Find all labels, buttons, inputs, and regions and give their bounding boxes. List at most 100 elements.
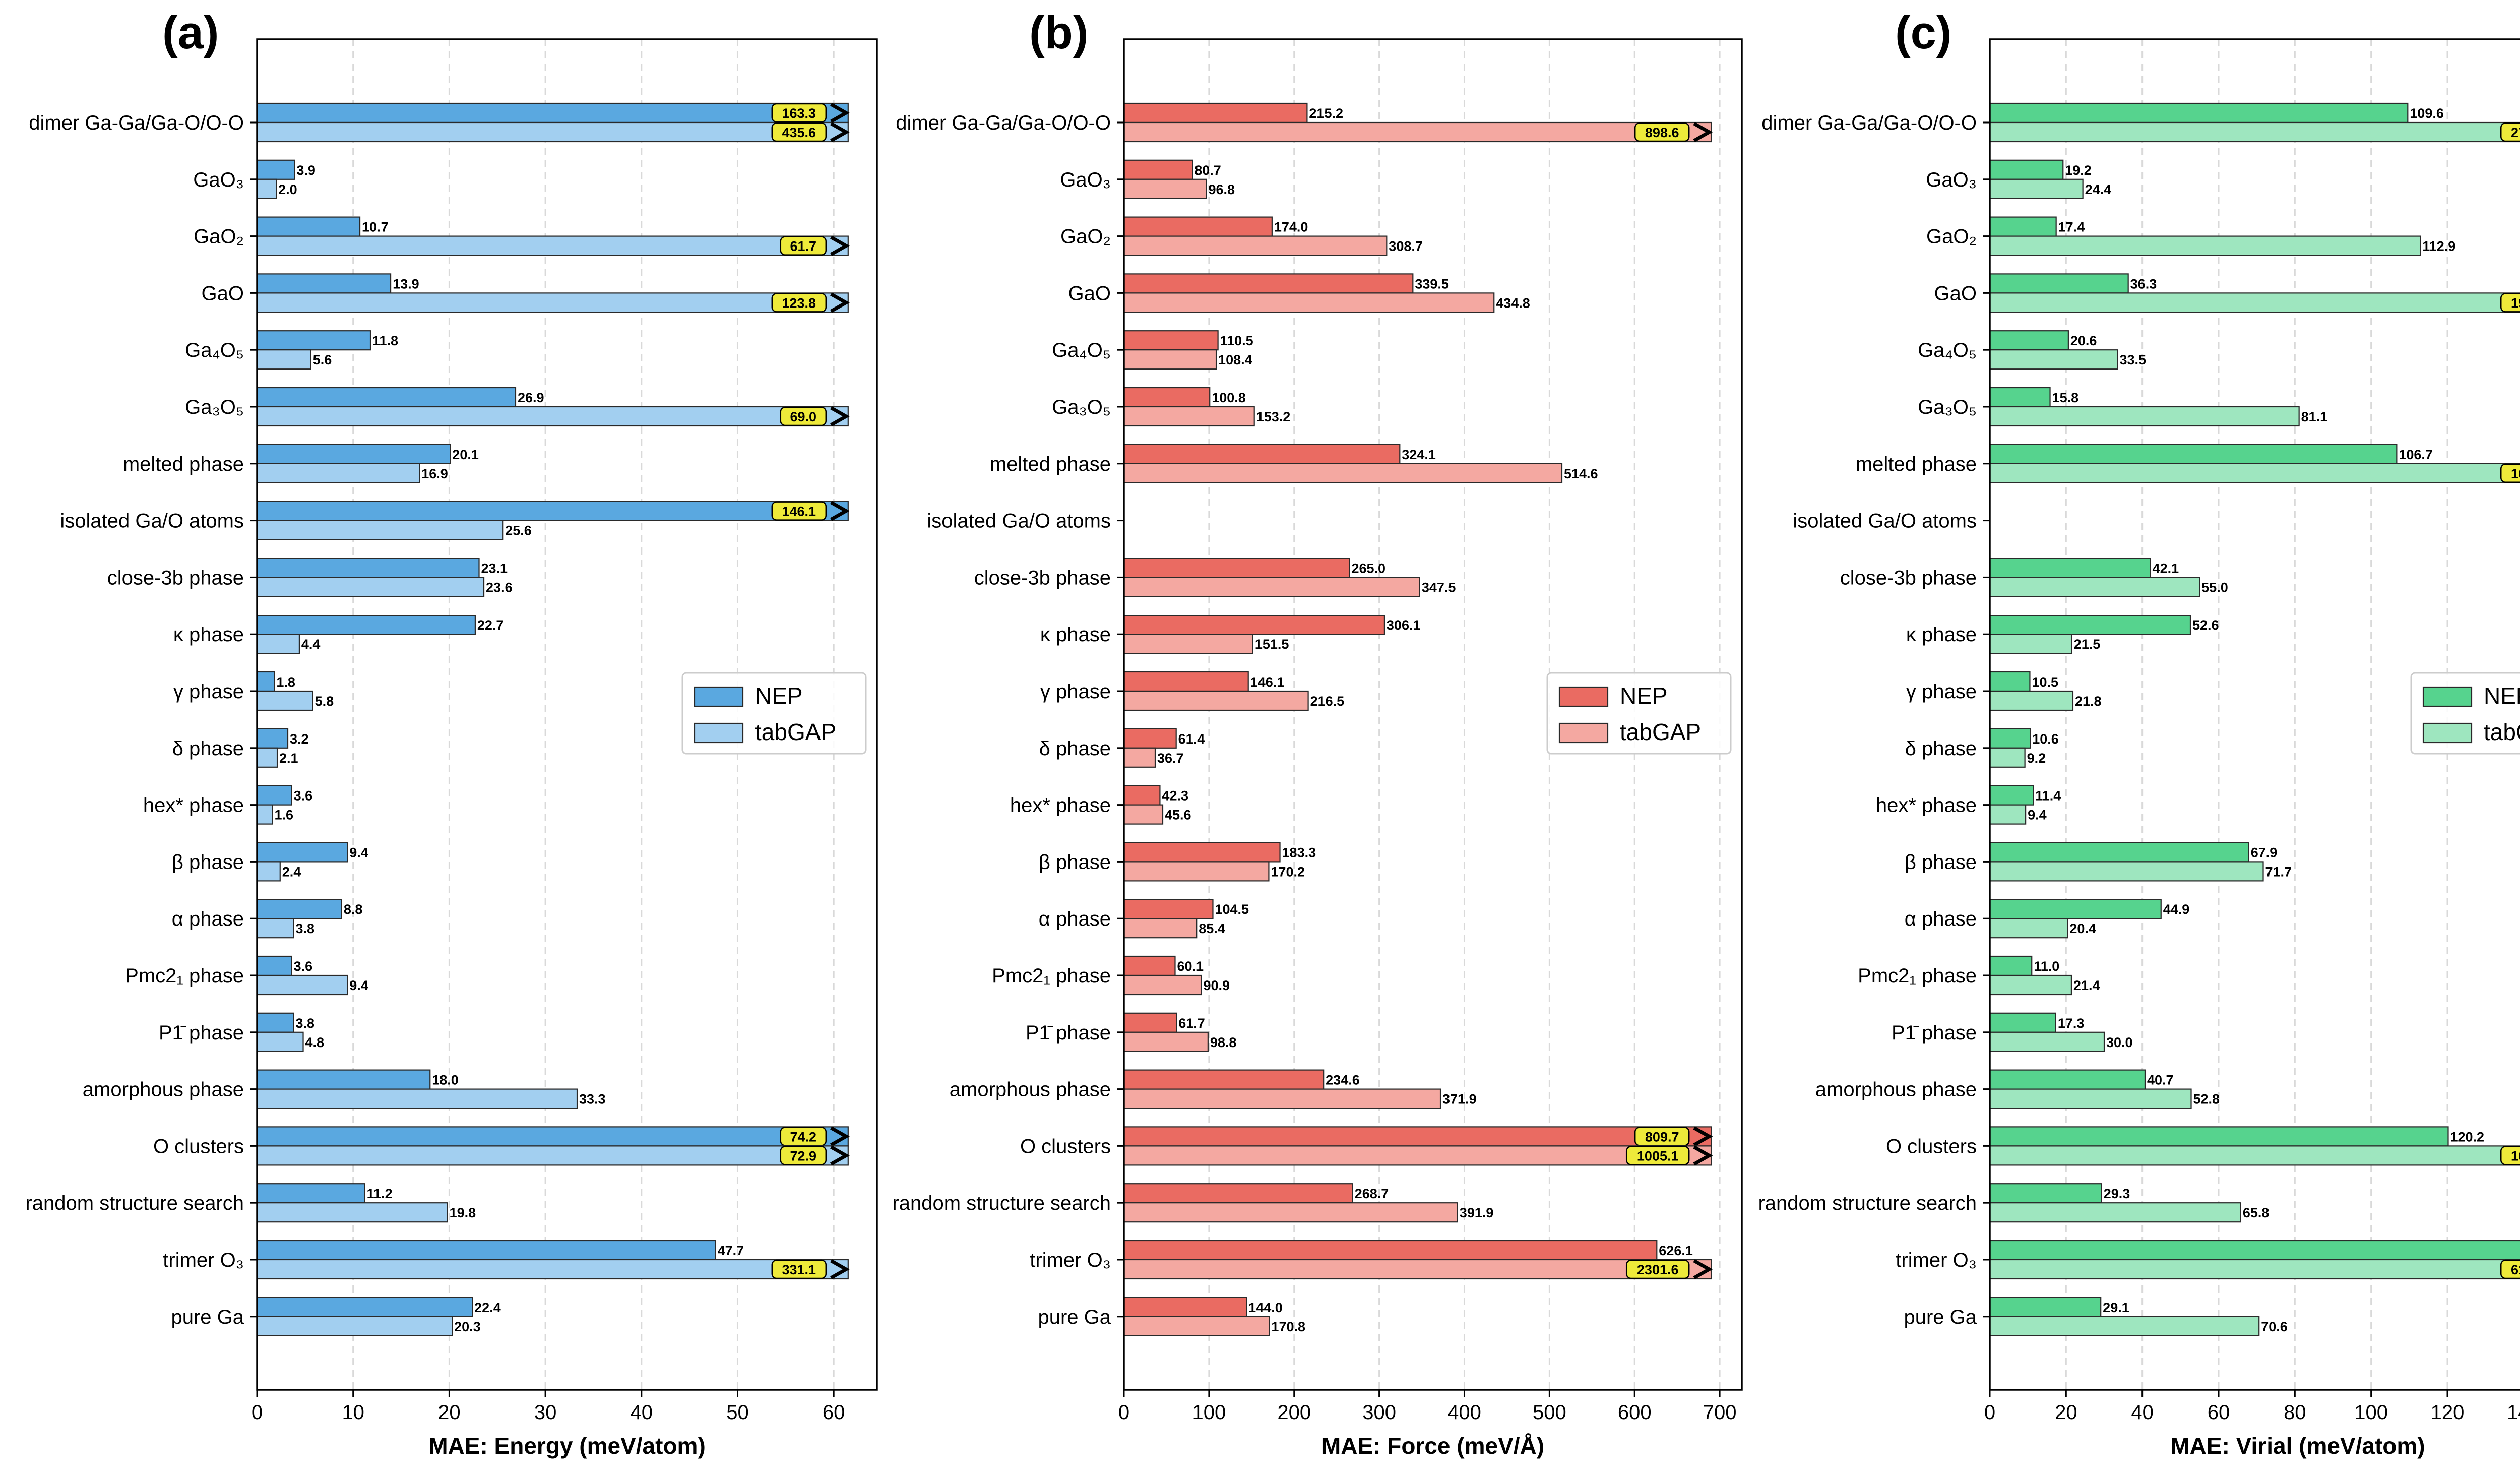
- value-label: 4.4: [301, 637, 321, 652]
- bar-nep: [1989, 955, 2033, 976]
- value-label: 197.8: [2511, 295, 2520, 311]
- category-label: amorphous phase: [950, 1079, 1111, 1101]
- category-label: hex* phase: [143, 794, 244, 817]
- category-label: isolated Ga/O atoms: [60, 510, 244, 532]
- bar-tabgap: [1123, 463, 1563, 483]
- value-badge: [2500, 1259, 2520, 1279]
- bar-tabgap: [1123, 178, 1207, 199]
- value-label: 9.2: [2027, 751, 2046, 766]
- value-label: 106.7: [2399, 447, 2433, 462]
- value-label: 2.4: [282, 864, 301, 879]
- category-label: P1̄ phase: [1026, 1022, 1111, 1044]
- value-badge: [780, 236, 827, 256]
- value-label: 5.6: [313, 352, 332, 367]
- bar-nep: [256, 501, 849, 521]
- bar-tabgap: [1123, 349, 1217, 370]
- bar-tabgap: [1989, 235, 2421, 256]
- bar-nep: [1123, 1126, 1712, 1147]
- value-label: 55.0: [2201, 580, 2228, 595]
- bar-nep: [256, 1012, 294, 1033]
- category-label: δ phase: [172, 738, 244, 760]
- overflow-arrow-icon: [830, 1145, 850, 1166]
- value-label: 98.8: [1210, 1035, 1237, 1050]
- category-label: dimer Ga-Ga/Ga-O/O-O: [1761, 112, 1977, 134]
- value-label: 120.2: [2450, 1129, 2485, 1144]
- category-label: β phase: [1039, 851, 1111, 873]
- bar-nep: [1123, 1297, 1247, 1317]
- bar-nep: [256, 1069, 431, 1090]
- bar-nep: [1123, 899, 1214, 919]
- category-label: hex* phase: [1876, 794, 1977, 817]
- value-label: 36.7: [1157, 751, 1184, 766]
- overflow-arrow-icon: [830, 235, 850, 256]
- value-label: 74.2: [790, 1129, 817, 1144]
- bar-tabgap: [1123, 918, 1198, 939]
- value-label: 324.1: [1402, 447, 1436, 462]
- value-label: 42.1: [2153, 561, 2179, 576]
- value-label: 40.7: [2147, 1073, 2174, 1088]
- bar-nep: [256, 387, 517, 408]
- value-label: 3.8: [295, 921, 314, 936]
- bar-nep: [1123, 1069, 1325, 1090]
- bar-nep: [1989, 387, 2051, 408]
- chart-panel-2: dimer Ga-Ga/Ga-O/O-O 215.2 898.6 GaO₃ 80.7 96…: [892, 7, 1743, 1459]
- bar-nep: [1989, 558, 2151, 578]
- category-label: Ga₃O₅: [1052, 396, 1111, 418]
- value-label: 17.3: [2058, 1016, 2085, 1031]
- value-label: 9.4: [2028, 808, 2047, 823]
- bar-tabgap: [1123, 747, 1156, 768]
- value-label: 60.1: [1177, 959, 1204, 974]
- value-label: 20.4: [2069, 921, 2096, 936]
- x-axis-label: MAE: Virial (meV/atom): [2170, 1433, 2425, 1459]
- bar-nep: [1123, 159, 1193, 180]
- x-tick-label: 20: [438, 1401, 461, 1424]
- category-label: close-3b phase: [974, 567, 1111, 589]
- overflow-arrow-icon: [1693, 1126, 1713, 1147]
- bar-nep: [1123, 728, 1177, 749]
- x-tick-label: 0: [251, 1401, 263, 1424]
- category-label: melted phase: [1856, 453, 1977, 475]
- category-label: close-3b phase: [107, 567, 244, 589]
- legend: NEP tabGAP: [1546, 672, 1732, 755]
- value-label: 33.5: [2119, 352, 2146, 367]
- x-axis-label: MAE: Energy (meV/atom): [428, 1433, 706, 1459]
- category-label: close-3b phase: [1840, 567, 1977, 589]
- value-badge: [771, 293, 827, 313]
- bar-nep: [1989, 671, 2031, 692]
- value-label: 71.7: [2265, 864, 2292, 879]
- value-label: 80.7: [1194, 163, 1221, 178]
- category-label: amorphous phase: [1815, 1079, 1977, 1101]
- category-label: GaO: [202, 282, 244, 304]
- value-label: 112.9: [2422, 239, 2455, 254]
- value-label: 3.6: [294, 788, 313, 804]
- category-label: hex* phase: [1010, 794, 1111, 817]
- bar-tabgap: [256, 121, 849, 143]
- value-label: 29.1: [2103, 1300, 2129, 1315]
- value-label: 151.5: [1255, 637, 1289, 652]
- bar-tabgap: [256, 1145, 849, 1166]
- value-label: 13.9: [393, 276, 419, 291]
- bar-nep: [256, 842, 348, 863]
- value-label: 4.8: [305, 1035, 325, 1050]
- bar-tabgap: [256, 747, 278, 768]
- x-tick-label: 400: [1447, 1401, 1481, 1424]
- bar-nep: [1989, 102, 2409, 124]
- value-label: 391.9: [1460, 1205, 1494, 1220]
- bar-nep: [1123, 955, 1176, 976]
- value-label: 308.7: [1389, 239, 1423, 254]
- bar-nep: [1123, 1183, 1353, 1204]
- value-label: 47.7: [718, 1243, 744, 1258]
- category-label: pure Ga: [1904, 1306, 1977, 1328]
- value-label: 52.8: [2193, 1092, 2220, 1107]
- value-label: 183.3: [1282, 845, 1316, 860]
- bar-tabgap: [1989, 690, 2074, 711]
- bar-tabgap: [256, 1031, 304, 1052]
- bar-tabgap: [256, 974, 348, 996]
- bar-tabgap: [1123, 1031, 1209, 1052]
- panel-label: (c): [1895, 7, 1951, 58]
- bar-tabgap: [1989, 1088, 2192, 1109]
- bar-nep: [1989, 444, 2398, 464]
- value-label: 626.1: [1659, 1243, 1693, 1258]
- legend-label: tabGAP: [755, 719, 836, 745]
